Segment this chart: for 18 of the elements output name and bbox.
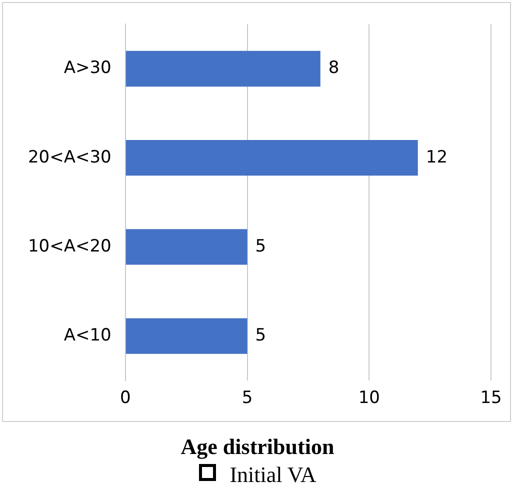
text: Initial VA bbox=[228, 462, 316, 487]
bar bbox=[126, 229, 248, 265]
x-tick-label: 10 bbox=[358, 388, 380, 408]
data-label: 12 bbox=[426, 147, 448, 168]
data-label: 5 bbox=[255, 325, 266, 346]
bar bbox=[126, 140, 418, 176]
data-label: 5 bbox=[255, 236, 266, 256]
text: Age distribution bbox=[180, 434, 336, 460]
x-tick-label: 15 bbox=[480, 388, 502, 408]
y-tick-label: 10<A<20 bbox=[28, 236, 112, 256]
bar bbox=[126, 318, 248, 354]
data-label: 8 bbox=[328, 58, 340, 78]
x-tick-label: 0 bbox=[120, 388, 131, 408]
bar bbox=[126, 50, 320, 87]
y-tick-label: A>30 bbox=[64, 58, 112, 78]
y-tick-label: A<10 bbox=[64, 325, 112, 346]
x-tick-label: 5 bbox=[242, 388, 253, 408]
y-tick-label: 20<A<30 bbox=[28, 147, 112, 168]
